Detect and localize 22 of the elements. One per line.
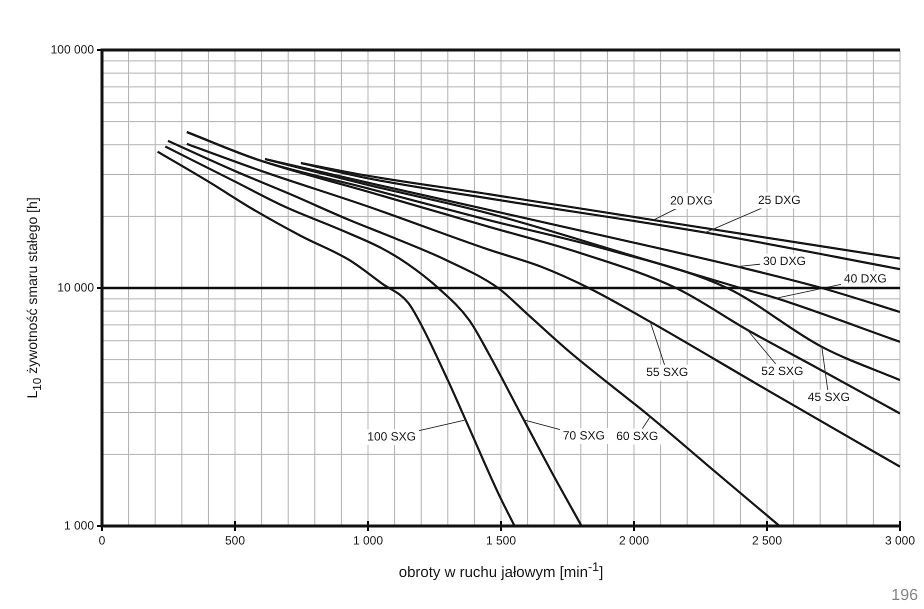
x-tick-label: 1 000 (352, 534, 384, 548)
annotation: 55 SXG (646, 365, 688, 380)
annotation: 20 DXG (670, 193, 713, 208)
annotation: 45 SXG (808, 390, 850, 404)
x-tick-label: 500 (224, 534, 246, 548)
y-tick-label: 10 000 (57, 280, 94, 294)
y-tick-label: 1 000 (64, 518, 94, 532)
x-tick-label: 2 500 (752, 534, 782, 548)
x-tick-label: 0 (98, 534, 106, 548)
x-tick-label: 3 000 (884, 534, 916, 548)
annotation: 100 SXG (367, 429, 416, 444)
annotation: 25 DXG (758, 192, 801, 207)
y-tick-label: 100 000 (50, 42, 94, 56)
text: 196 (891, 587, 918, 605)
annotation: 70 SXG (562, 428, 605, 442)
x-axis-title: obroty w ruchu jałowym [min$^{-1}$] (398, 560, 604, 581)
annotation: 40 DXG (844, 272, 887, 286)
x-tick-label: 1 500 (486, 534, 516, 548)
annotation: 60 SXG (616, 428, 658, 443)
x-tick-label: 2 000 (618, 534, 650, 548)
annotation: 30 DXG (763, 254, 806, 268)
annotation: 52 SXG (761, 364, 804, 378)
